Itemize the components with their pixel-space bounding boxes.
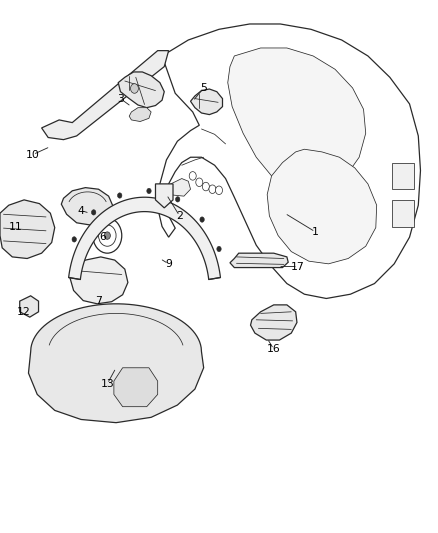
Circle shape — [92, 209, 96, 215]
Circle shape — [147, 188, 151, 193]
Circle shape — [131, 84, 138, 93]
Polygon shape — [0, 200, 55, 259]
Circle shape — [104, 232, 110, 239]
Polygon shape — [69, 197, 220, 279]
Polygon shape — [230, 253, 288, 268]
Circle shape — [99, 225, 116, 246]
Polygon shape — [191, 89, 223, 115]
Text: 16: 16 — [267, 344, 281, 354]
Polygon shape — [392, 163, 414, 189]
Polygon shape — [251, 305, 297, 340]
Polygon shape — [114, 368, 158, 407]
Polygon shape — [42, 51, 169, 140]
Polygon shape — [155, 184, 173, 208]
Polygon shape — [70, 257, 128, 304]
Text: 11: 11 — [8, 222, 22, 231]
Text: 7: 7 — [95, 296, 102, 306]
Text: 2: 2 — [176, 211, 183, 221]
Text: 17: 17 — [291, 262, 305, 271]
Circle shape — [176, 197, 180, 202]
Circle shape — [196, 178, 203, 187]
Polygon shape — [118, 72, 164, 108]
Text: 4: 4 — [78, 206, 85, 215]
Circle shape — [189, 172, 196, 180]
Polygon shape — [228, 48, 366, 189]
Polygon shape — [267, 149, 377, 264]
Circle shape — [215, 186, 223, 195]
Circle shape — [162, 190, 167, 196]
Polygon shape — [158, 24, 420, 298]
Polygon shape — [392, 200, 414, 227]
Circle shape — [209, 185, 216, 193]
Circle shape — [217, 246, 221, 252]
Text: 6: 6 — [99, 232, 106, 242]
Text: 3: 3 — [117, 94, 124, 103]
Text: 9: 9 — [165, 259, 172, 269]
Text: 10: 10 — [26, 150, 40, 159]
Polygon shape — [61, 188, 113, 225]
Circle shape — [93, 218, 122, 253]
Circle shape — [202, 182, 209, 191]
Circle shape — [159, 186, 170, 200]
Polygon shape — [28, 304, 204, 423]
Text: 12: 12 — [17, 307, 31, 317]
Text: 5: 5 — [200, 83, 207, 93]
Circle shape — [200, 217, 204, 222]
Circle shape — [117, 193, 122, 198]
Text: 1: 1 — [312, 227, 319, 237]
Polygon shape — [169, 179, 191, 196]
Polygon shape — [20, 296, 39, 317]
Circle shape — [72, 237, 76, 242]
Polygon shape — [129, 108, 151, 122]
Text: 13: 13 — [100, 379, 114, 389]
